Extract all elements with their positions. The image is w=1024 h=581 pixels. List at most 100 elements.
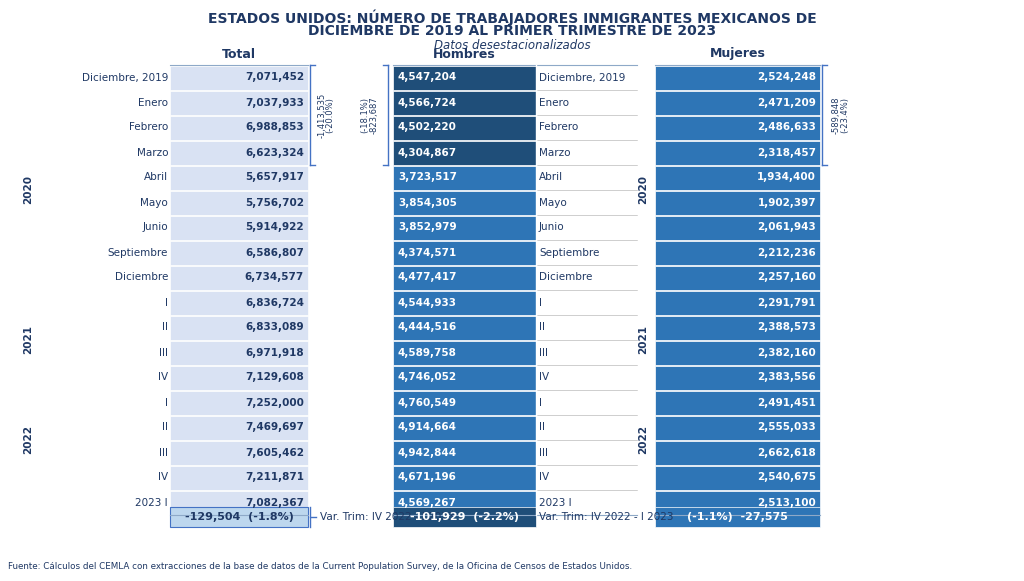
Text: III: III — [159, 447, 168, 457]
Text: 6,833,089: 6,833,089 — [246, 322, 304, 332]
Text: -1,413,535: -1,413,535 — [317, 92, 327, 138]
FancyBboxPatch shape — [170, 191, 308, 214]
Text: Junio: Junio — [539, 223, 564, 232]
Text: 2,212,236: 2,212,236 — [758, 248, 816, 257]
Text: 2020: 2020 — [638, 175, 648, 205]
FancyBboxPatch shape — [170, 507, 308, 527]
Text: III: III — [539, 447, 548, 457]
FancyBboxPatch shape — [170, 415, 308, 439]
Text: Diciembre: Diciembre — [115, 272, 168, 282]
Text: II: II — [539, 422, 545, 432]
Text: 4,477,417: 4,477,417 — [398, 272, 458, 282]
Text: III: III — [159, 347, 168, 357]
Text: 2,491,451: 2,491,451 — [757, 397, 816, 407]
Text: Febrero: Febrero — [539, 123, 579, 132]
Text: 2023 I: 2023 I — [135, 497, 168, 507]
Text: Enero: Enero — [138, 98, 168, 107]
FancyBboxPatch shape — [393, 507, 536, 527]
Text: 7,469,697: 7,469,697 — [245, 422, 304, 432]
FancyBboxPatch shape — [170, 490, 308, 515]
FancyBboxPatch shape — [655, 390, 820, 414]
Text: 2,486,633: 2,486,633 — [757, 123, 816, 132]
FancyBboxPatch shape — [393, 340, 536, 364]
Text: 4,544,933: 4,544,933 — [398, 297, 457, 307]
Text: 5,914,922: 5,914,922 — [246, 223, 304, 232]
FancyBboxPatch shape — [393, 415, 536, 439]
Text: 5,756,702: 5,756,702 — [245, 198, 304, 207]
FancyBboxPatch shape — [393, 216, 536, 239]
Text: 1,902,397: 1,902,397 — [758, 198, 816, 207]
FancyBboxPatch shape — [393, 266, 536, 289]
Text: Fuente: Cálculos del CEMLA con extracciones de la base de datos de la Current Po: Fuente: Cálculos del CEMLA con extraccio… — [8, 562, 632, 571]
FancyBboxPatch shape — [170, 116, 308, 139]
Text: 3,854,305: 3,854,305 — [398, 198, 457, 207]
Text: Abril: Abril — [144, 173, 168, 182]
Text: 2,318,457: 2,318,457 — [757, 148, 816, 157]
Text: 4,444,516: 4,444,516 — [398, 322, 458, 332]
Text: ESTADOS UNIDOS: NÚMERO DE TRABAJADORES INMIGRANTES MEXICANOS DE: ESTADOS UNIDOS: NÚMERO DE TRABAJADORES I… — [208, 9, 816, 26]
FancyBboxPatch shape — [655, 91, 820, 114]
Text: 2022: 2022 — [638, 425, 648, 454]
Text: 2021: 2021 — [23, 325, 33, 354]
Text: II: II — [539, 322, 545, 332]
Text: 7,252,000: 7,252,000 — [245, 397, 304, 407]
Text: IV: IV — [158, 372, 168, 382]
FancyBboxPatch shape — [655, 440, 820, 464]
Text: 3,852,979: 3,852,979 — [398, 223, 457, 232]
FancyBboxPatch shape — [170, 390, 308, 414]
Text: Septiembre: Septiembre — [539, 248, 599, 257]
Text: IV: IV — [539, 372, 549, 382]
FancyBboxPatch shape — [393, 365, 536, 389]
Text: Total: Total — [222, 48, 256, 60]
FancyBboxPatch shape — [655, 66, 820, 89]
FancyBboxPatch shape — [170, 340, 308, 364]
Text: Diciembre, 2019: Diciembre, 2019 — [539, 73, 626, 83]
Text: 4,569,267: 4,569,267 — [398, 497, 457, 507]
Text: 2,662,618: 2,662,618 — [758, 447, 816, 457]
Text: 1,934,400: 1,934,400 — [757, 173, 816, 182]
Text: 6,734,577: 6,734,577 — [245, 272, 304, 282]
Text: 3,723,517: 3,723,517 — [398, 173, 457, 182]
Text: 6,623,324: 6,623,324 — [245, 148, 304, 157]
Text: Septiembre: Septiembre — [108, 248, 168, 257]
Text: III: III — [539, 347, 548, 357]
FancyBboxPatch shape — [393, 191, 536, 214]
Text: DICIEMBRE DE 2019 AL PRIMER TRIMESTRE DE 2023: DICIEMBRE DE 2019 AL PRIMER TRIMESTRE DE… — [308, 24, 716, 38]
Text: 7,605,462: 7,605,462 — [245, 447, 304, 457]
Text: Diciembre, 2019: Diciembre, 2019 — [82, 73, 168, 83]
Text: 2,383,556: 2,383,556 — [758, 372, 816, 382]
Text: 5,657,917: 5,657,917 — [245, 173, 304, 182]
FancyBboxPatch shape — [655, 166, 820, 189]
FancyBboxPatch shape — [170, 365, 308, 389]
Text: 2,524,248: 2,524,248 — [757, 73, 816, 83]
Text: 4,566,724: 4,566,724 — [398, 98, 457, 107]
FancyBboxPatch shape — [655, 365, 820, 389]
FancyBboxPatch shape — [170, 141, 308, 164]
Text: 4,942,844: 4,942,844 — [398, 447, 457, 457]
Text: 6,586,807: 6,586,807 — [245, 248, 304, 257]
Text: Hombres: Hombres — [433, 48, 496, 60]
Text: IV: IV — [539, 472, 549, 482]
Text: 2,471,209: 2,471,209 — [757, 98, 816, 107]
Text: -589,848: -589,848 — [831, 96, 841, 134]
Text: Mayo: Mayo — [140, 198, 168, 207]
FancyBboxPatch shape — [655, 290, 820, 314]
Text: 2,382,160: 2,382,160 — [758, 347, 816, 357]
FancyBboxPatch shape — [655, 315, 820, 339]
FancyBboxPatch shape — [170, 216, 308, 239]
Text: 2,257,160: 2,257,160 — [757, 272, 816, 282]
FancyBboxPatch shape — [655, 507, 820, 527]
Text: 6,971,918: 6,971,918 — [246, 347, 304, 357]
Text: Var. Trim: IV 2022 - I 2023: Var. Trim: IV 2022 - I 2023 — [319, 512, 455, 522]
Text: Febrero: Febrero — [129, 123, 168, 132]
Text: Diciembre: Diciembre — [539, 272, 592, 282]
FancyBboxPatch shape — [655, 241, 820, 264]
Text: 4,746,052: 4,746,052 — [398, 372, 457, 382]
FancyBboxPatch shape — [170, 166, 308, 189]
FancyBboxPatch shape — [393, 116, 536, 139]
Text: 7,129,608: 7,129,608 — [246, 372, 304, 382]
Text: 2021: 2021 — [638, 325, 648, 354]
Text: 4,374,571: 4,374,571 — [398, 248, 458, 257]
Text: (-1.1%)  -27,575: (-1.1%) -27,575 — [687, 512, 787, 522]
Text: Marzo: Marzo — [136, 148, 168, 157]
